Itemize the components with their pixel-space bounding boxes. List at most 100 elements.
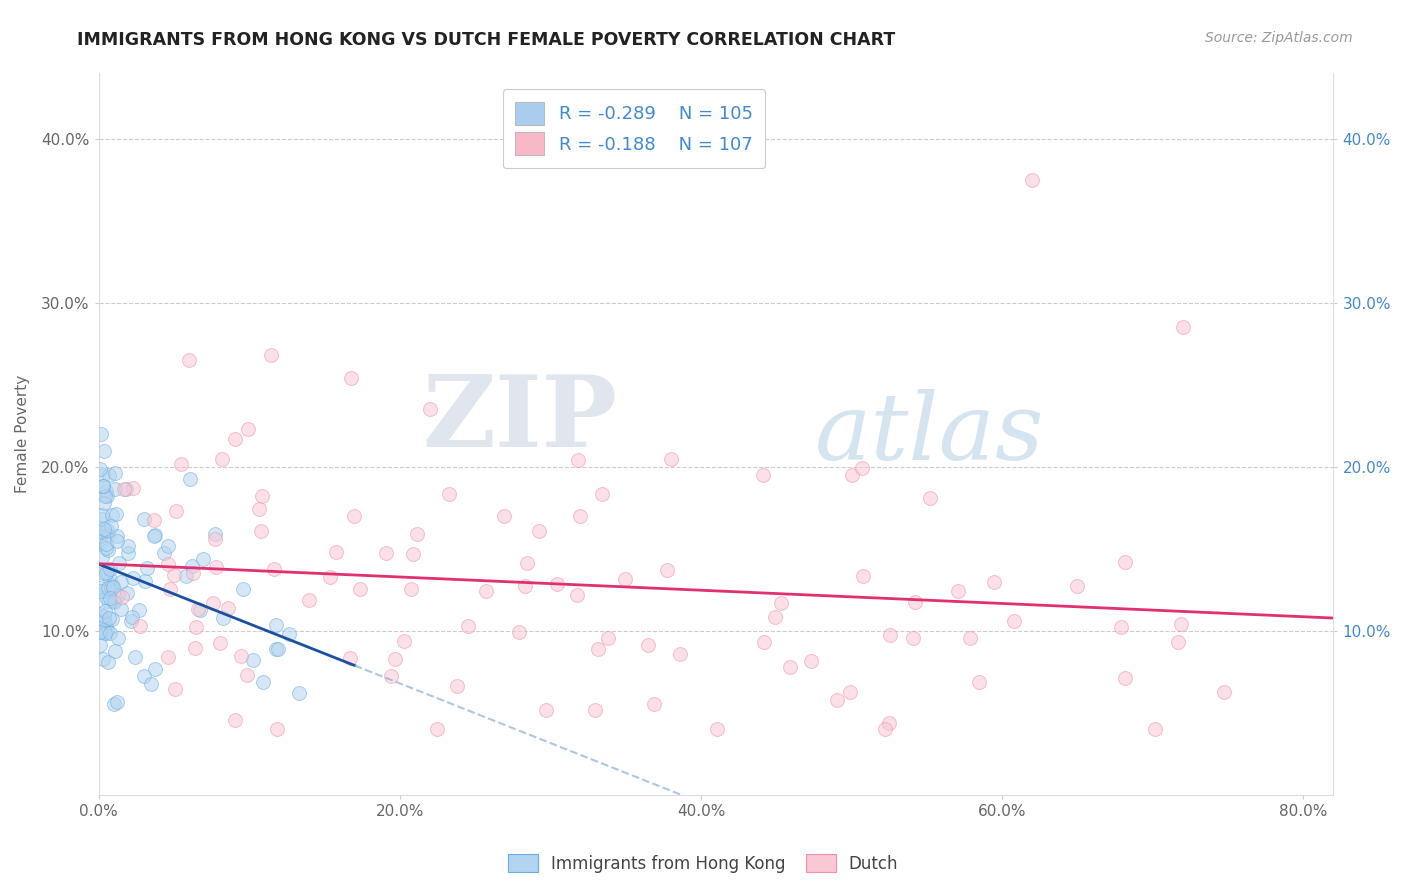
Point	[752, 468, 775, 483]
Point	[91, 478, 114, 492]
Point	[112, 482, 135, 496]
Point	[96, 541, 118, 555]
Point	[349, 582, 371, 596]
Point	[266, 641, 288, 656]
Point	[94, 626, 117, 640]
Point	[117, 540, 139, 554]
Point	[89, 462, 111, 476]
Point	[162, 567, 184, 582]
Point	[96, 523, 118, 537]
Point	[384, 652, 406, 666]
Point	[643, 697, 665, 711]
Point	[94, 617, 117, 632]
Point	[439, 487, 461, 501]
Point	[380, 668, 402, 682]
Point	[851, 461, 873, 475]
Y-axis label: Female Poverty: Female Poverty	[15, 375, 30, 493]
Point	[457, 619, 479, 633]
Point	[91, 524, 114, 539]
Point	[101, 508, 124, 523]
Point	[96, 623, 118, 637]
Point	[1002, 614, 1025, 628]
Point	[121, 609, 143, 624]
Point	[96, 484, 118, 499]
Point	[266, 723, 288, 737]
Point	[94, 566, 117, 580]
Point	[120, 614, 142, 628]
Point	[94, 489, 117, 503]
Point	[107, 631, 129, 645]
Point	[89, 582, 111, 596]
Point	[839, 685, 862, 699]
Point	[211, 611, 233, 625]
Point	[179, 472, 201, 486]
Point	[1170, 616, 1192, 631]
Point	[97, 542, 120, 557]
Point	[98, 572, 121, 586]
Point	[959, 631, 981, 645]
Point	[143, 662, 166, 676]
Point	[96, 489, 118, 503]
Point	[93, 443, 115, 458]
Point	[91, 468, 114, 483]
Point	[527, 524, 550, 538]
Point	[288, 686, 311, 700]
Point	[852, 569, 875, 583]
Point	[93, 615, 115, 629]
Point	[97, 468, 120, 483]
Point	[170, 457, 193, 471]
Text: atlas: atlas	[815, 389, 1045, 479]
Point	[637, 638, 659, 652]
Point	[98, 626, 121, 640]
Point	[224, 432, 246, 446]
Point	[340, 371, 363, 385]
Point	[134, 574, 156, 588]
Point	[825, 693, 848, 707]
Point	[97, 528, 120, 542]
Point	[669, 647, 692, 661]
Point	[655, 563, 678, 577]
Point	[516, 557, 538, 571]
Point	[98, 611, 121, 625]
Point	[100, 591, 122, 605]
Point	[238, 422, 260, 436]
Point	[124, 650, 146, 665]
Point	[918, 491, 941, 505]
Point	[94, 626, 117, 640]
Point	[494, 509, 516, 524]
Point	[191, 552, 214, 566]
Point	[402, 547, 425, 561]
Point	[153, 546, 176, 560]
Point	[224, 713, 246, 727]
Point	[903, 631, 925, 645]
Point	[1167, 634, 1189, 648]
Point	[101, 578, 124, 592]
Point	[242, 653, 264, 667]
Point	[93, 624, 115, 638]
Point	[841, 468, 863, 483]
Point	[204, 560, 226, 574]
Point	[104, 644, 127, 658]
Point	[201, 597, 224, 611]
Point	[343, 508, 366, 523]
Point	[879, 627, 901, 641]
Point	[157, 539, 180, 553]
Point	[752, 635, 775, 649]
Point	[392, 633, 415, 648]
Point	[800, 654, 823, 668]
Point	[132, 669, 155, 683]
Point	[877, 716, 900, 731]
Point	[90, 584, 112, 599]
Point	[89, 529, 111, 543]
Point	[143, 529, 166, 543]
Point	[569, 508, 592, 523]
Point	[1066, 579, 1088, 593]
Point	[211, 452, 233, 467]
Point	[105, 534, 128, 549]
Point	[1114, 671, 1136, 685]
Point	[319, 570, 342, 584]
Legend: Immigrants from Hong Kong, Dutch: Immigrants from Hong Kong, Dutch	[501, 847, 905, 880]
Point	[706, 723, 728, 737]
Point	[188, 603, 211, 617]
Point	[103, 594, 125, 608]
